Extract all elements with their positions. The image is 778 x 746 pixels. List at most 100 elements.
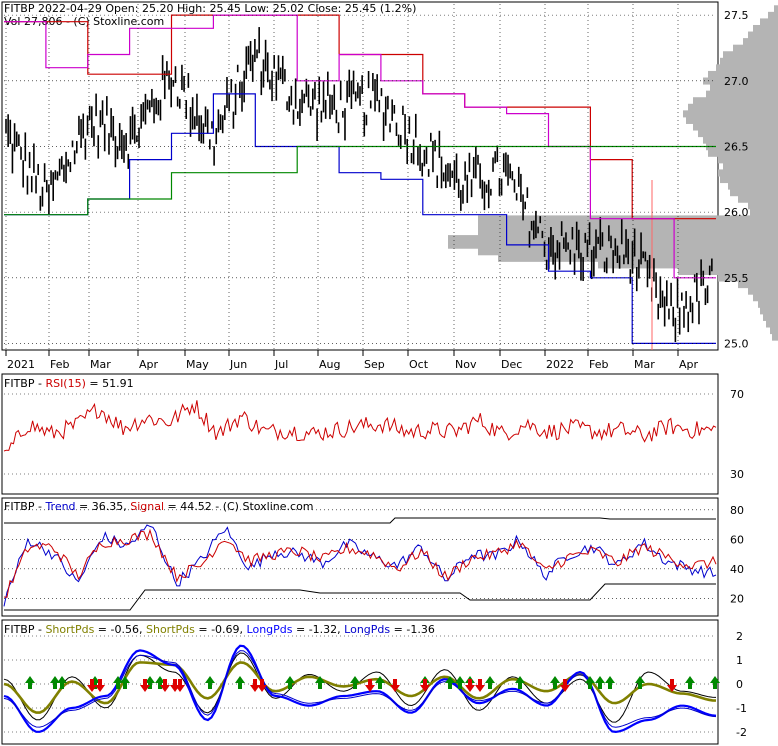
sell-arrow-icon	[170, 679, 180, 692]
buy-arrow-icon	[585, 676, 595, 689]
volume-profile-bar	[703, 136, 778, 144]
volume-profile-bar	[748, 287, 778, 295]
volume-profile	[448, 5, 778, 341]
trend-lower-band	[4, 583, 716, 611]
buy-arrow-icon	[685, 676, 695, 689]
buy-arrow-icon	[113, 676, 123, 689]
buy-arrow-icon	[285, 676, 295, 689]
longpds2-label: LongPds	[344, 623, 390, 636]
sell-arrow-icon	[390, 679, 400, 692]
shortpds-label: ShortPds	[45, 623, 94, 636]
price-tick-label: 25.0	[724, 337, 749, 350]
volume-profile-bar	[478, 221, 778, 230]
volume-profile-bar	[698, 130, 778, 138]
shortpds-value: = -0.56,	[94, 623, 146, 636]
pds-prefix: FITBP -	[4, 623, 45, 636]
pds-panel-header: FITBP - ShortPds = -0.56, ShortPds = -0.…	[4, 623, 435, 636]
rsi-prefix: FITBP -	[4, 377, 45, 390]
sell-arrow-icon	[95, 679, 105, 692]
volume-profile-bar	[748, 31, 778, 39]
buy-arrow-icon	[205, 676, 215, 689]
volume-profile-bar	[718, 156, 778, 164]
date-tick-label: 2021	[7, 358, 35, 371]
trend-panel-frame	[1, 497, 719, 617]
volume-profile-bar	[753, 24, 778, 33]
trend-upper-band	[4, 517, 716, 524]
buy-arrow-icon	[145, 676, 155, 689]
sell-arrow-icon	[87, 679, 97, 692]
rsi-plot: 70 30	[3, 388, 744, 481]
date-tick-label: Jun	[229, 358, 247, 371]
rsi-line	[3, 400, 717, 452]
sell-arrow-icon	[250, 679, 260, 692]
volume-profile-bar	[738, 281, 778, 289]
date-tick-label: Mar	[90, 358, 111, 371]
buy-arrow-icon	[90, 676, 100, 689]
pds-tick-label: -1	[736, 702, 747, 715]
signal-label: Signal	[130, 500, 164, 513]
volume-profile-bar	[720, 176, 778, 184]
sell-arrow-icon	[140, 679, 150, 692]
rsi-tick-label: 70	[730, 388, 744, 401]
buy-arrow-icon	[635, 676, 645, 689]
shortpds2-label: ShortPds	[146, 623, 195, 636]
volume-profile-bar	[710, 84, 778, 92]
rsi-panel-header: FITBP - RSI(15) = 51.91	[4, 377, 134, 390]
signal-line	[3, 528, 717, 598]
sell-arrow-icon	[560, 679, 570, 692]
date-tick-label: Nov	[455, 358, 477, 371]
buy-arrow-icon	[550, 676, 560, 689]
date-tick-label: Apr	[139, 358, 159, 371]
date-tick-label: Jul	[274, 358, 288, 371]
volume-profile-bar	[768, 11, 778, 19]
trend-line	[3, 524, 717, 607]
volume-profile-bar	[766, 320, 778, 328]
volume-profile-bar	[718, 169, 778, 177]
volume-profile-bar	[706, 90, 778, 98]
buy-arrow-icon	[57, 676, 67, 689]
buy-arrow-icon	[25, 676, 35, 689]
volume-profile-bar	[750, 208, 778, 216]
volume-profile-bar	[720, 57, 778, 65]
date-tick-label: Sep	[364, 358, 385, 371]
price-bars	[5, 27, 713, 350]
trend-panel-header: FITBP - Trend = 36.35, Signal = 44.52 - …	[4, 500, 314, 513]
sell-arrow-icon	[475, 679, 485, 692]
shortpds2-value: = -0.69,	[195, 623, 247, 636]
pds-plot: 2 1 0 -1 -2	[3, 630, 747, 739]
buy-arrow-icon	[155, 676, 165, 689]
volume-profile-bar	[478, 228, 778, 236]
price-tick-label: 25.5	[724, 272, 749, 285]
date-tick-label: 2022	[546, 358, 574, 371]
buy-arrow-icon	[605, 676, 615, 689]
trend-tick-label: 40	[730, 563, 744, 576]
volume-profile-bar	[678, 267, 778, 275]
volume-profile-bar	[718, 274, 778, 282]
volume-profile-bar	[728, 182, 778, 190]
sell-arrow-icon	[257, 679, 267, 692]
buy-arrow-icon	[455, 676, 465, 689]
level-line-3	[4, 93, 716, 344]
volume-profile-bar	[703, 77, 778, 85]
price-tick-label: 27.5	[724, 9, 749, 22]
volume-profile-bar	[748, 202, 778, 210]
level-line-4	[4, 145, 716, 216]
signal-value: = 44.52 - (C) Stoxline.com	[164, 500, 313, 513]
longpds-value: = -1.32,	[293, 623, 345, 636]
sell-arrow-icon	[175, 679, 185, 692]
pds-tick-label: 1	[736, 654, 743, 667]
buy-arrow-icon	[710, 676, 720, 689]
volume-profile-bar	[598, 261, 778, 269]
volume-profile-bar	[758, 300, 778, 308]
volume-profile-bar	[733, 44, 778, 52]
volume-profile-bar	[708, 149, 778, 157]
volume-profile-bar	[693, 97, 778, 105]
buy-arrow-icon	[235, 676, 245, 689]
pds-tick-label: -2	[736, 726, 747, 739]
date-tick-label: Apr	[679, 358, 699, 371]
price-tick-label: 26.0	[724, 206, 749, 219]
buy-arrow-icon	[595, 676, 605, 689]
sell-arrow-icon	[465, 679, 475, 692]
